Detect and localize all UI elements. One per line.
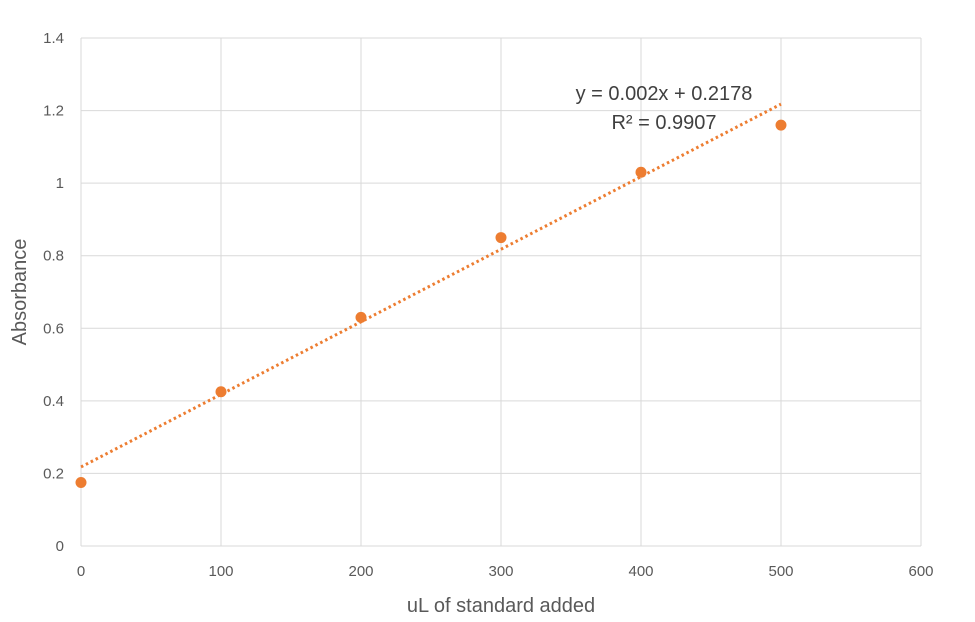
data-point — [775, 119, 787, 131]
x-tick-label: 300 — [488, 563, 513, 580]
data-point — [355, 311, 367, 323]
data-points — [75, 119, 787, 488]
data-point — [495, 232, 507, 244]
gridlines — [80, 37, 922, 547]
y-tick-label: 1 — [56, 175, 64, 192]
y-axis-title: Absorbance — [9, 239, 31, 346]
data-point — [215, 386, 227, 398]
data-point — [635, 166, 647, 178]
y-tick-label: 0.2 — [43, 465, 64, 482]
tick-labels: 0 0.2 0.4 0.6 0.8 1 1.2 1.4 0 100 200 300 400 500 600 — [43, 30, 933, 580]
x-tick-label: 200 — [348, 563, 373, 580]
y-tick-label: 0 — [56, 538, 64, 555]
trendline — [80, 102, 782, 469]
y-tick-label: 0.6 — [43, 320, 64, 337]
x-tick-label: 100 — [208, 563, 233, 580]
r-squared-label: R² = 0.9907 — [611, 112, 716, 134]
y-tick-label: 0.8 — [43, 248, 64, 265]
y-tick-label: 1.2 — [43, 103, 64, 120]
x-tick-label: 400 — [628, 563, 653, 580]
x-axis-title: uL of standard added — [407, 595, 595, 617]
data-point — [75, 477, 87, 488]
x-tick-label: 500 — [768, 563, 793, 580]
y-tick-label: 1.4 — [43, 30, 64, 47]
trendline-layer — [80, 102, 782, 469]
trendline-equation: y = 0.002x + 0.2178 — [576, 83, 753, 105]
x-tick-label: 0 — [77, 563, 85, 580]
x-tick-label: 600 — [908, 563, 933, 580]
y-tick-label: 0.4 — [43, 393, 64, 410]
